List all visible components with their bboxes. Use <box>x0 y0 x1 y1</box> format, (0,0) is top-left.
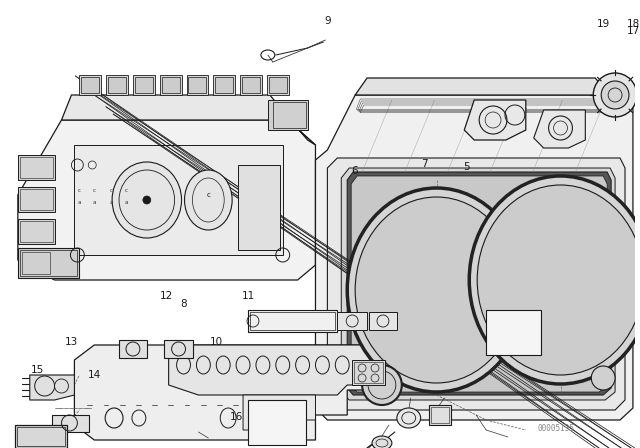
Text: 1: 1 <box>455 235 461 245</box>
Text: 18: 18 <box>627 18 639 29</box>
Polygon shape <box>215 77 233 93</box>
Text: 8: 8 <box>180 298 187 309</box>
Ellipse shape <box>184 170 232 230</box>
Text: c: c <box>109 188 113 193</box>
Text: 13: 13 <box>65 336 78 347</box>
Text: 5: 5 <box>463 162 470 172</box>
Polygon shape <box>169 345 387 395</box>
Text: 16: 16 <box>230 412 243 422</box>
Polygon shape <box>74 345 387 440</box>
Text: a: a <box>124 199 128 204</box>
Polygon shape <box>164 340 193 358</box>
Text: a: a <box>93 199 96 204</box>
Polygon shape <box>328 158 625 410</box>
Polygon shape <box>74 145 283 255</box>
Polygon shape <box>242 77 260 93</box>
Ellipse shape <box>593 73 637 117</box>
Ellipse shape <box>355 197 518 383</box>
Ellipse shape <box>112 162 182 238</box>
Text: 14: 14 <box>88 370 101 380</box>
Text: 15: 15 <box>31 365 44 375</box>
Polygon shape <box>534 110 586 148</box>
Text: 00005135: 00005135 <box>537 423 574 432</box>
Text: 10: 10 <box>210 336 223 347</box>
Polygon shape <box>160 75 182 95</box>
Polygon shape <box>18 155 54 180</box>
Text: SALON  2000L: SALON 2000L <box>259 428 294 434</box>
Text: 3: 3 <box>408 216 414 226</box>
Text: SALON  2000L: SALON 2000L <box>495 335 531 340</box>
Polygon shape <box>429 405 451 425</box>
Text: c: c <box>78 188 81 193</box>
Text: a: a <box>109 199 113 204</box>
Polygon shape <box>351 176 607 392</box>
Text: 7: 7 <box>421 159 428 168</box>
Polygon shape <box>243 395 316 430</box>
Polygon shape <box>238 165 280 250</box>
Polygon shape <box>355 78 633 108</box>
Polygon shape <box>213 75 235 95</box>
Polygon shape <box>248 310 337 332</box>
Ellipse shape <box>591 366 615 390</box>
Text: 2: 2 <box>430 218 437 228</box>
Polygon shape <box>486 310 541 355</box>
Text: 11: 11 <box>241 291 255 301</box>
Ellipse shape <box>477 185 640 375</box>
Polygon shape <box>268 100 308 130</box>
Polygon shape <box>18 187 54 212</box>
Text: a: a <box>77 199 81 204</box>
Text: c: c <box>125 188 127 193</box>
Text: c: c <box>206 192 211 198</box>
Text: c: c <box>93 188 96 193</box>
Polygon shape <box>186 75 209 95</box>
Polygon shape <box>18 248 79 278</box>
Polygon shape <box>106 75 128 95</box>
Text: VIN: VIN <box>272 405 282 409</box>
Polygon shape <box>240 75 262 95</box>
Polygon shape <box>52 415 90 432</box>
Text: 6: 6 <box>351 166 358 176</box>
Polygon shape <box>30 375 74 400</box>
Ellipse shape <box>362 365 402 405</box>
Ellipse shape <box>397 408 420 428</box>
Polygon shape <box>18 120 316 280</box>
Polygon shape <box>352 360 385 385</box>
Polygon shape <box>248 400 305 445</box>
Polygon shape <box>316 95 633 420</box>
Text: e: e <box>407 415 410 421</box>
Text: 9: 9 <box>324 16 331 26</box>
Polygon shape <box>81 77 99 93</box>
Ellipse shape <box>469 176 640 384</box>
Text: 17: 17 <box>627 26 639 36</box>
Ellipse shape <box>348 188 526 392</box>
Text: 4: 4 <box>387 216 393 226</box>
Polygon shape <box>162 77 180 93</box>
Ellipse shape <box>372 436 392 448</box>
Text: VIN: VIN <box>508 314 518 319</box>
Text: P R O A 2 1: P R O A 2 1 <box>271 316 314 326</box>
Polygon shape <box>341 168 615 400</box>
Polygon shape <box>61 95 316 145</box>
Polygon shape <box>108 77 126 93</box>
Text: 19: 19 <box>596 18 610 29</box>
Polygon shape <box>135 77 153 93</box>
Ellipse shape <box>143 196 151 204</box>
Polygon shape <box>269 77 287 93</box>
Polygon shape <box>267 75 289 95</box>
Polygon shape <box>15 425 67 448</box>
Ellipse shape <box>601 81 629 109</box>
Text: 12: 12 <box>160 291 173 301</box>
Polygon shape <box>18 219 54 244</box>
Polygon shape <box>369 312 397 330</box>
Polygon shape <box>189 77 206 93</box>
Polygon shape <box>337 312 367 330</box>
Text: SALON  2000L: SALON 2000L <box>495 324 531 329</box>
Polygon shape <box>464 100 526 140</box>
Polygon shape <box>79 75 101 95</box>
Text: SALON  2000L: SALON 2000L <box>259 417 294 422</box>
Polygon shape <box>119 340 147 358</box>
Text: 5: 5 <box>258 317 264 327</box>
Polygon shape <box>133 75 155 95</box>
Polygon shape <box>348 172 611 395</box>
